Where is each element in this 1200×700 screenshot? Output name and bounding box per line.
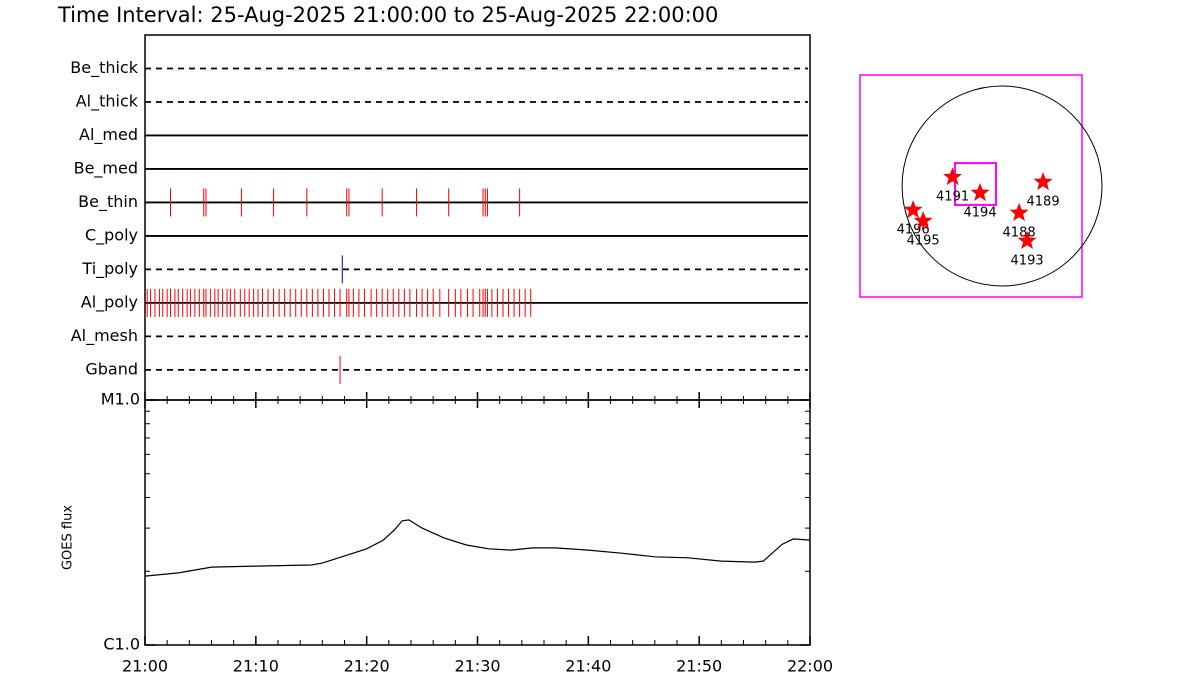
active-region-star (970, 182, 990, 201)
y-tick-label: C1.0 (103, 635, 140, 654)
x-tick-label: 21:50 (676, 657, 722, 676)
filter-label: Al_poly (81, 292, 138, 312)
active-region-label: 4195 (907, 234, 940, 249)
filter-label: Gband (85, 359, 138, 378)
filter-label: Al_med (79, 125, 138, 145)
active-region-label: 4189 (1027, 195, 1060, 210)
filter-label: Be_med (74, 158, 138, 178)
x-tick-label: 21:40 (565, 657, 611, 676)
active-region-star (1033, 172, 1053, 191)
active-region-star (1017, 230, 1037, 249)
filter-label: Be_thin (78, 192, 138, 212)
fov-box (954, 162, 998, 206)
active-region-star (903, 200, 923, 219)
filter-label: Al_mesh (71, 326, 138, 346)
filter-label: Ti_poly (81, 259, 138, 279)
active-region-label: 4194 (964, 205, 997, 220)
active-region-star (913, 211, 933, 230)
x-tick-label: 21:10 (233, 657, 279, 676)
y-axis-label: GOES flux (61, 505, 76, 570)
x-tick-label: 22:00 (787, 657, 833, 676)
active-region-label: 4191 (936, 190, 969, 205)
y-tick-label: M1.0 (101, 390, 140, 409)
x-tick-label: 21:20 (344, 657, 390, 676)
filter-label: C_poly (85, 225, 138, 245)
filter-label: Al_thick (76, 91, 139, 111)
goes-curve (144, 519, 811, 577)
filter-label: Be_thick (70, 58, 138, 78)
active-region-star (943, 167, 963, 186)
active-region-label: 4193 (1011, 253, 1044, 268)
solar-disk (901, 85, 1103, 287)
map-frame (859, 74, 1083, 298)
x-tick-label: 21:00 (122, 657, 168, 676)
x-tick-label: 21:30 (454, 657, 500, 676)
chart-title: Time Interval: 25-Aug-2025 21:00:00 to 2… (57, 3, 718, 27)
active-region-star (1009, 202, 1029, 221)
